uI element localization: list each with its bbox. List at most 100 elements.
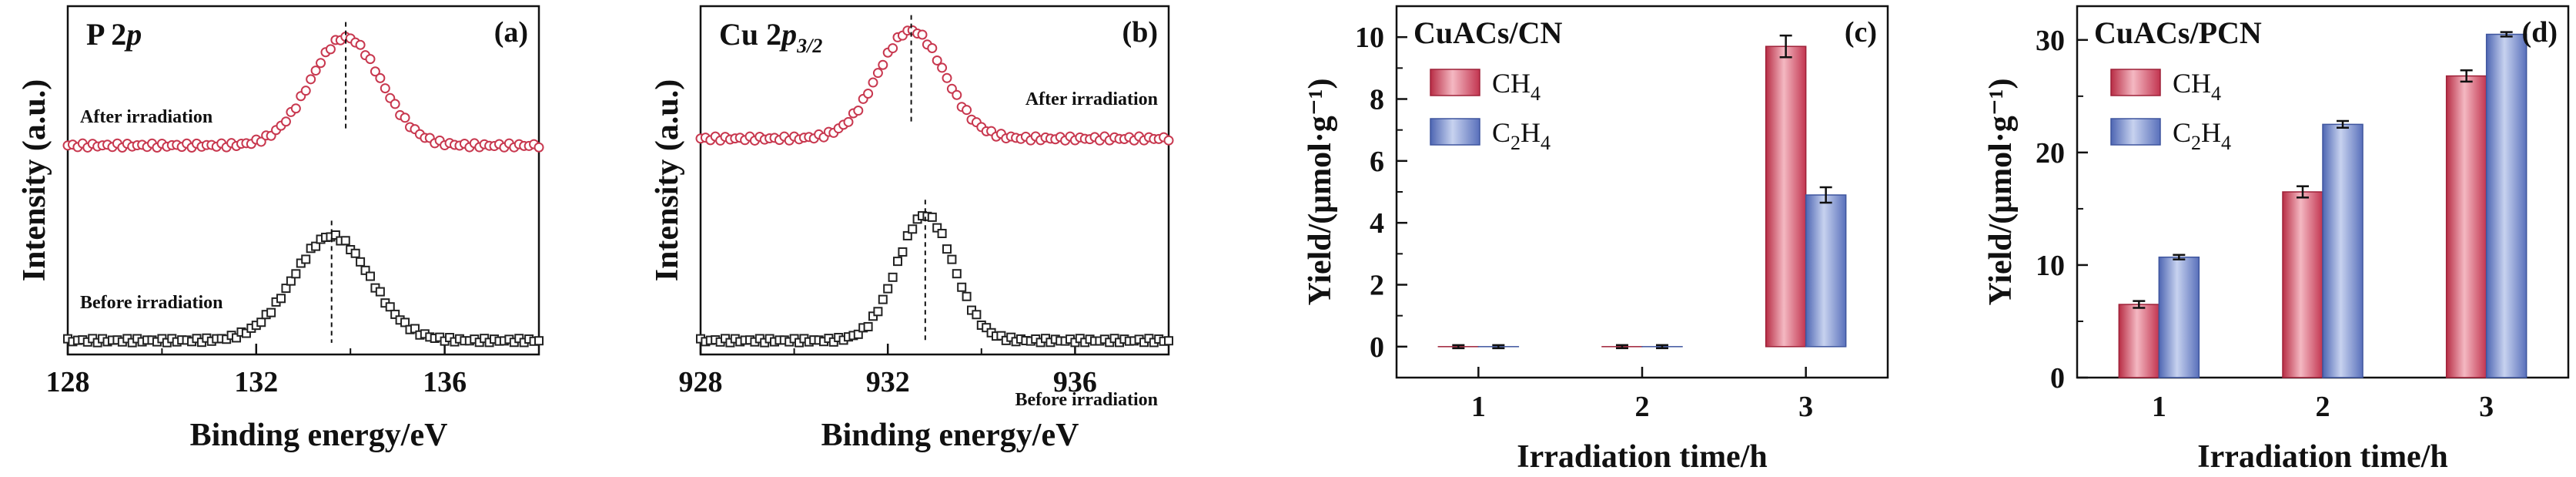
panel-title-main: Cu 2 [719,17,781,52]
data-point [390,309,400,319]
data-point [256,317,266,328]
legend-label: CH4 [2173,68,2221,105]
legend-label-sub: 4 [2221,132,2231,154]
data-point [385,302,395,312]
panel-tag: (c) [1845,16,1877,49]
panel-b: 928 932 936 Binding energy/eV Intensity (a.u… [650,5,1174,453]
data-point [917,29,928,40]
panel-title: Cu 2p3/2 [719,17,822,57]
data-point [375,287,385,297]
data-point [898,247,908,257]
data-point [256,136,266,147]
y-axis-title: Yield/(μmol·g⁻¹) [1983,79,2019,306]
plot-frame [699,5,1170,356]
data-point [306,74,316,85]
legend-label-sub: 4 [1531,82,1541,105]
bar-c2h4-1 [2158,256,2200,378]
y-tick-label: 10 [1355,22,1384,54]
data-point [908,224,918,234]
data-point [276,294,286,304]
data-point [902,230,912,240]
bar-ch4-1 [2118,304,2160,378]
y-axis-title: Intensity (a.u.) [650,79,685,282]
curve-label-after: After irradiation [80,107,212,127]
data-point [350,248,360,258]
x-tick-label: 932 [866,366,910,398]
data-point [853,329,863,339]
data-point [888,43,898,54]
y-tick-label: 10 [2036,250,2065,282]
data-point [872,68,883,79]
data-point [863,89,874,99]
data-point [355,39,366,50]
legend-label-main: C [1492,117,1510,148]
bar-c2h4-2 [2322,123,2364,378]
data-point [883,284,893,294]
curve-label-before: Before irradiation [80,293,223,313]
data-point [863,321,873,331]
x-tick-label: 3 [2479,391,2494,423]
data-point [280,116,291,127]
data-point [942,244,952,254]
data-point [947,254,957,264]
y-tick-label: 30 [2036,25,2065,57]
data-point [962,105,972,116]
data-point [972,310,982,320]
legend-swatch [2110,118,2161,146]
y-tick-label: 0 [2050,362,2065,395]
x-tick-label: 936 [1053,366,1097,398]
legend-swatch [2110,69,2161,96]
panel-tag: (a) [494,16,528,49]
data-point [868,311,878,321]
data-point [952,89,962,100]
data-point [937,62,948,73]
x-axis-title: Irradiation time/h [1517,439,1767,475]
x-tick-label: 136 [423,366,467,398]
data-point [957,282,967,292]
series-after [62,22,544,153]
data-point [400,113,410,123]
panel-d: 0 10 20 30 1 2 3 Irradiation time/h Yield/(μmol·… [1983,5,2570,475]
data-point [311,241,321,251]
data-point [888,272,898,282]
panel-title: P 2p [86,17,142,52]
data-point [340,236,350,246]
data-point [927,42,938,53]
data-point [301,254,311,264]
legend-label-sub: 2 [1510,132,1521,154]
data-point [1163,135,1174,146]
plot-frame [66,5,540,356]
data-point [241,328,251,338]
legend-label-main: C [2173,117,2191,148]
x-tick-label: 1 [1471,391,1486,423]
data-point [290,103,301,114]
x-tick-label: 2 [1635,391,1650,423]
data-point [365,271,375,281]
panel-tag: (b) [1122,16,1158,49]
data-point [878,294,888,304]
data-point [286,276,296,286]
y-tick-label: 2 [1370,270,1384,302]
data-point [356,257,366,267]
panel-title-sub: 3/2 [796,35,822,57]
panel-a: 128 132 136 Binding energy/eV Intensity (a.u… [17,5,544,453]
data-point [281,284,291,294]
panel-title-italic: p [124,17,142,52]
data-point [365,54,376,65]
legend-label-sub: 4 [2211,82,2221,105]
series-before [696,200,1173,348]
y-tick-label: 0 [1370,331,1384,364]
x-axis-title: Irradiation time/h [2197,439,2447,475]
curve-label-before: Before irradiation [1015,390,1158,410]
y-tick-label: 4 [1370,207,1384,240]
data-point [1164,336,1173,346]
x-tick-label: 928 [679,366,723,398]
legend-label: C2H4 [1492,117,1551,154]
panel-tag: (d) [2522,16,2558,49]
legend-label: C2H4 [2173,117,2231,154]
y-axis-title: Intensity (a.u.) [17,79,52,282]
data-point [893,257,902,267]
data-point [843,116,854,127]
